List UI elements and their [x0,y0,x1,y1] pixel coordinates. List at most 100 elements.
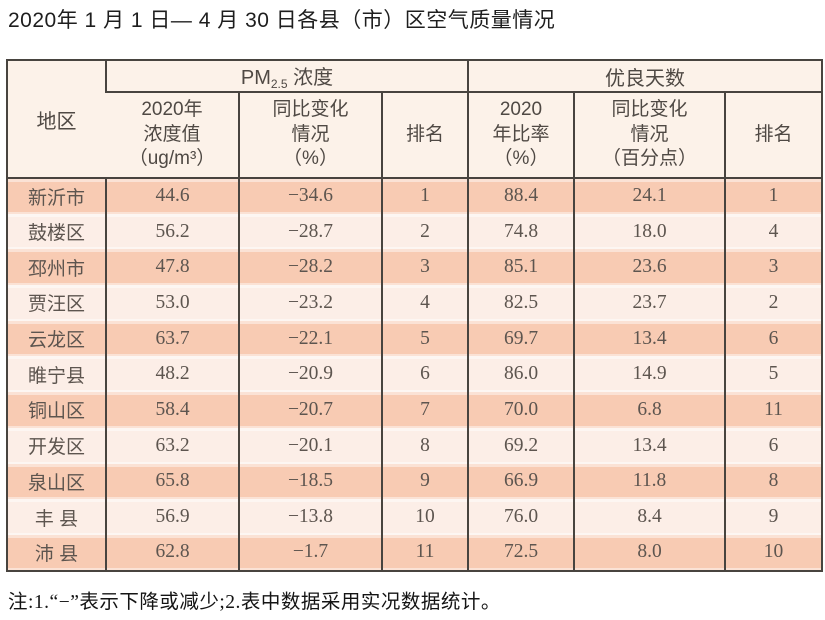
cell-days-ratio: 88.4 [467,178,574,214]
cell-days-ratio: 70.0 [467,392,574,428]
page-title: 2020年 1 月 1 日— 4 月 30 日各县（市）区空气质量情况 [8,9,556,32]
pm-label-suffix: 浓度 [287,67,334,89]
cell-days-change: 6.8 [573,392,725,428]
cell-days-rank: 8 [723,463,823,500]
cell-pm-value: 62.8 [105,534,239,571]
cell-days-ratio: 66.9 [467,463,574,500]
cell-days-rank: 9 [723,499,823,535]
cell-pm-change: −13.8 [238,499,382,535]
cell-pm-value: 44.6 [105,178,239,214]
table-row: 鼓楼区 56.2 −28.7 2 74.8 18.0 4 [7,213,823,250]
cell-region: 贾汪区 [7,285,106,321]
days-change-header: 同比变化 情况 （百分点） [573,92,725,179]
cell-days-change: 8.4 [573,499,725,535]
cell-pm-change: −20.9 [238,356,382,393]
cell-region: 铜山区 [7,392,106,428]
cell-days-change: 23.6 [573,249,725,286]
cell-pm-value: 63.7 [105,320,239,357]
cell-days-ratio: 74.8 [467,213,574,250]
table-row: 泉山区 65.8 −18.5 9 66.9 11.8 8 [7,463,823,500]
cell-pm-change: −28.7 [238,213,382,250]
pm-label-prefix: PM [240,67,271,89]
cell-days-rank: 2 [723,285,823,321]
cell-region: 睢宁县 [7,356,106,393]
table-row: 贾汪区 53.0 −23.2 4 82.5 23.7 2 [7,285,823,321]
cell-days-change: 23.7 [573,285,725,321]
cell-days-rank: 6 [723,427,823,464]
cell-days-change: 18.0 [573,213,725,250]
cell-pm-rank: 2 [381,213,468,250]
cell-pm-value: 63.2 [105,427,239,464]
group-header-row: 地区 PM2.5 浓度 优良天数 [7,60,823,179]
cell-region: 鼓楼区 [7,213,106,250]
cell-region: 新沂市 [7,178,106,214]
good-days-group-header: 优良天数 [466,60,823,93]
cell-days-change: 13.4 [573,427,725,464]
air-quality-table: 地区 PM2.5 浓度 优良天数 2020年 浓度值 （ug/m³） 同比变化 … [6,59,824,572]
cell-region: 沛 县 [7,534,106,571]
cell-pm-rank: 6 [381,356,468,393]
table-header: 地区 PM2.5 浓度 优良天数 2020年 浓度值 （ug/m³） 同比变化 … [7,60,823,179]
cell-days-ratio: 69.7 [467,320,574,357]
cell-pm-rank: 7 [381,392,468,428]
table-row: 云龙区 63.7 −22.1 5 69.7 13.4 6 [7,320,823,357]
cell-region: 泉山区 [7,463,106,500]
cell-days-rank: 3 [723,249,823,286]
cell-days-ratio: 85.1 [467,249,574,286]
pm-change-header: 同比变化 情况 （%） [238,92,382,179]
cell-days-ratio: 76.0 [467,499,574,535]
cell-days-rank: 1 [723,178,823,214]
cell-region: 开发区 [7,427,106,464]
cell-pm-value: 58.4 [105,392,239,428]
cell-region: 邳州市 [7,249,106,286]
cell-pm-rank: 3 [381,249,468,286]
days-ratio-header: 2020 年比率 （%） [467,92,574,179]
table-row: 开发区 63.2 −20.1 8 69.2 13.4 6 [7,427,823,464]
table-row: 睢宁县 48.2 −20.9 6 86.0 14.9 5 [7,356,823,393]
cell-pm-change: −28.2 [238,249,382,286]
cell-days-ratio: 86.0 [467,356,574,393]
cell-days-rank: 11 [723,392,823,428]
cell-pm-value: 47.8 [105,249,239,286]
cell-pm-rank: 5 [381,320,468,357]
cell-days-change: 14.9 [573,356,725,393]
cell-days-rank: 10 [723,534,823,571]
cell-days-ratio: 72.5 [467,534,574,571]
cell-pm-rank: 1 [381,178,468,214]
cell-pm-change: −18.5 [238,463,382,500]
sub-header-row: 2020年 浓度值 （ug/m³） 同比变化 情况 （%） 排名 2020 年比… [7,92,823,179]
cell-pm-rank: 8 [381,427,468,464]
cell-days-change: 13.4 [573,320,725,357]
cell-days-ratio: 82.5 [467,285,574,321]
table-row: 邳州市 47.8 −28.2 3 85.1 23.6 3 [7,249,823,286]
cell-days-change: 11.8 [573,463,725,500]
footnote: 注:1.“−”表示下降或减少;2.表中数据采用实况数据统计。 [8,592,501,613]
days-rank-header: 排名 [723,92,823,179]
cell-region: 丰 县 [7,499,106,535]
pm-group-header: PM2.5 浓度 [105,60,468,93]
cell-pm-value: 65.8 [105,463,239,500]
table-row: 新沂市 44.6 −34.6 1 88.4 24.1 1 [7,178,823,214]
cell-pm-change: −23.2 [238,285,382,321]
cell-pm-value: 53.0 [105,285,239,321]
cell-days-ratio: 69.2 [467,427,574,464]
cell-pm-value: 56.9 [105,499,239,535]
region-header-cell: 地区 [7,60,106,179]
cell-pm-change: −20.1 [238,427,382,464]
cell-pm-change: −22.1 [238,320,382,357]
pm-label-subscript: 2.5 [270,77,288,91]
cell-days-change: 8.0 [573,534,725,571]
cell-days-rank: 5 [723,356,823,393]
table-row: 铜山区 58.4 −20.7 7 70.0 6.8 11 [7,392,823,428]
cell-pm-change: −34.6 [238,178,382,214]
table-row: 沛 县 62.8 −1.7 11 72.5 8.0 10 [7,534,823,571]
cell-pm-value: 48.2 [105,356,239,393]
pm-rank-header: 排名 [381,92,468,179]
cell-days-change: 24.1 [573,178,725,214]
pm-value-header: 2020年 浓度值 （ug/m³） [106,92,239,179]
cell-pm-change: −20.7 [238,392,382,428]
cell-pm-value: 56.2 [105,213,239,250]
cell-pm-rank: 9 [381,463,468,500]
table-row: 丰 县 56.9 −13.8 10 76.0 8.4 9 [7,499,823,535]
